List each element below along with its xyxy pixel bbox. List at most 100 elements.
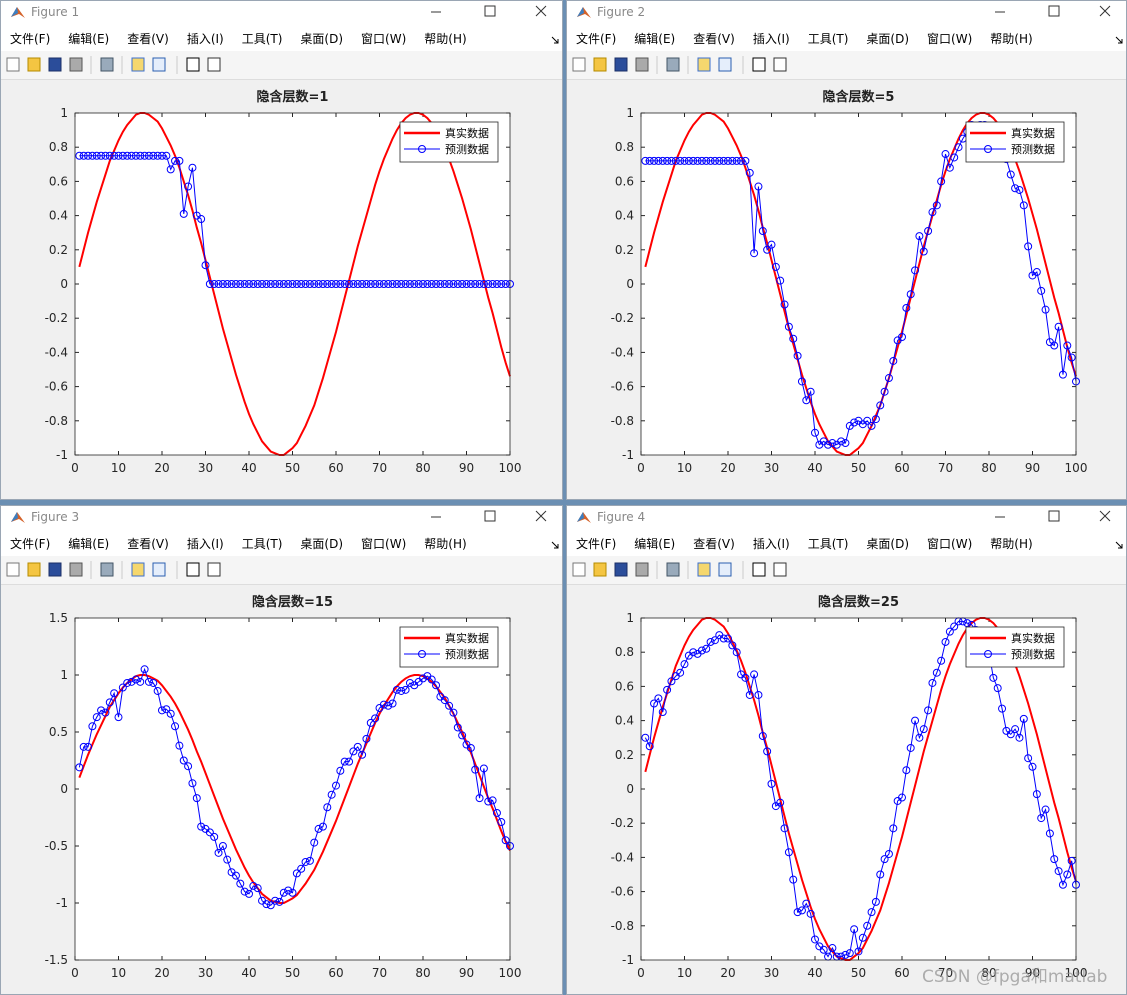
data-point xyxy=(75,151,84,160)
tool-button[interactable] xyxy=(572,57,586,72)
menu-item[interactable]: 文件(F) xyxy=(10,537,51,551)
x-tick-label: 20 xyxy=(154,966,169,980)
tool-button[interactable] xyxy=(186,57,200,72)
tool-button[interactable] xyxy=(6,57,20,72)
data-point xyxy=(101,708,110,717)
data-point xyxy=(863,921,872,930)
menu-item[interactable]: 帮助(H) xyxy=(424,537,467,551)
menu-item[interactable]: 窗口(W) xyxy=(361,32,407,46)
menu-item[interactable]: 编辑(E) xyxy=(68,537,110,551)
tool-button[interactable] xyxy=(697,57,711,72)
tool-button[interactable] xyxy=(48,562,62,577)
tool-button[interactable] xyxy=(152,57,166,72)
menu-item[interactable]: 插入(I) xyxy=(752,32,790,46)
tool-button[interactable] xyxy=(752,57,766,72)
x-tick-label: 30 xyxy=(764,461,779,475)
window-buttons xyxy=(431,5,547,17)
tool-button[interactable] xyxy=(593,562,607,577)
data-point xyxy=(650,699,659,708)
menu-item[interactable]: 文件(F) xyxy=(576,537,617,551)
maximize-button[interactable] xyxy=(484,5,496,17)
tool-button[interactable] xyxy=(48,57,62,72)
tool-button[interactable] xyxy=(614,57,628,72)
data-point xyxy=(184,762,193,771)
menu-item[interactable]: 帮助(H) xyxy=(424,32,467,46)
data-point xyxy=(114,713,123,722)
plot: 隐含层数=50 10 20 30 40 50 60 70 80 90 100-1-0.8-0.6-0… xyxy=(611,89,1088,475)
tool-button[interactable] xyxy=(773,57,787,72)
data-point xyxy=(301,280,310,288)
maximize-button[interactable] xyxy=(484,510,496,522)
tool-button[interactable] xyxy=(100,57,114,72)
menu-item[interactable]: 工具(T) xyxy=(241,537,283,551)
tool-button[interactable] xyxy=(152,562,166,577)
menu-item[interactable]: 工具(T) xyxy=(807,32,849,46)
menu-item[interactable]: 编辑(E) xyxy=(68,32,110,46)
menu-item[interactable]: 编辑(E) xyxy=(634,537,676,551)
data-point xyxy=(362,280,371,288)
close-button[interactable] xyxy=(1099,5,1111,17)
data-point xyxy=(318,280,327,288)
menu-item[interactable]: 帮助(H) xyxy=(990,537,1033,551)
data-point xyxy=(188,779,197,788)
tool-button[interactable] xyxy=(773,562,787,577)
maximize-button[interactable] xyxy=(1048,510,1060,522)
tool-button[interactable] xyxy=(614,562,628,577)
menu-item[interactable]: 文件(F) xyxy=(10,32,51,46)
tool-button[interactable] xyxy=(635,57,649,72)
menu-item[interactable]: 插入(I) xyxy=(752,537,790,551)
tool-button[interactable] xyxy=(593,57,607,72)
tool-button[interactable] xyxy=(27,57,41,72)
menu-item[interactable]: 插入(I) xyxy=(186,537,224,551)
data-point xyxy=(867,908,876,917)
menu-item[interactable]: 查看(V) xyxy=(127,537,169,551)
y-tick-label: 0.5 xyxy=(49,725,68,739)
tool-button[interactable] xyxy=(69,562,83,577)
data-point xyxy=(811,428,819,437)
data-point xyxy=(793,351,802,360)
tool-button[interactable] xyxy=(69,57,83,72)
menu-item[interactable]: 窗口(W) xyxy=(927,32,973,46)
close-button[interactable] xyxy=(535,510,547,522)
tool-button[interactable] xyxy=(718,562,732,577)
data-point xyxy=(663,685,672,694)
menu-item[interactable]: 工具(T) xyxy=(241,32,283,46)
tool-button[interactable] xyxy=(186,562,200,577)
tool-button[interactable] xyxy=(666,562,680,577)
tool-button[interactable] xyxy=(635,562,649,577)
tool-button[interactable] xyxy=(666,57,680,72)
close-button[interactable] xyxy=(1099,510,1111,522)
tool-button[interactable] xyxy=(6,562,20,577)
maximize-button[interactable] xyxy=(1048,5,1060,17)
tool-button[interactable] xyxy=(131,57,145,72)
tool-button[interactable] xyxy=(718,57,732,72)
menu-item[interactable]: 窗口(W) xyxy=(927,537,973,551)
tool-button[interactable] xyxy=(27,562,41,577)
menu-item[interactable]: 桌面(D) xyxy=(866,537,910,551)
menu-item[interactable]: 工具(T) xyxy=(807,537,849,551)
menu-item[interactable]: 桌面(D) xyxy=(300,32,344,46)
data-point xyxy=(166,165,175,174)
y-tick-label: 1 xyxy=(60,106,68,120)
menu-item[interactable]: 文件(F) xyxy=(576,32,617,46)
y-tick-label: -1 xyxy=(56,896,68,910)
menu-item[interactable]: 插入(I) xyxy=(186,32,224,46)
menu-item[interactable]: 窗口(W) xyxy=(361,537,407,551)
menu-bar: 文件(F) 编辑(E) 查看(V) 插入(I) 工具(T) 桌面(D) 窗口(W) 帮助(H) xyxy=(567,532,1126,556)
menu-item[interactable]: 查看(V) xyxy=(693,537,735,551)
menu-item[interactable]: 帮助(H) xyxy=(990,32,1033,46)
menu-item[interactable]: 编辑(E) xyxy=(634,32,676,46)
y-tick-label: -1 xyxy=(622,953,634,967)
tool-button[interactable] xyxy=(697,562,711,577)
menu-item[interactable]: 桌面(D) xyxy=(866,32,910,46)
menu-item[interactable]: 桌面(D) xyxy=(300,537,344,551)
tool-button[interactable] xyxy=(131,562,145,577)
tool-button[interactable] xyxy=(207,57,221,72)
close-button[interactable] xyxy=(535,5,547,17)
tool-button[interactable] xyxy=(100,562,114,577)
tool-button[interactable] xyxy=(207,562,221,577)
menu-item[interactable]: 查看(V) xyxy=(693,32,735,46)
tool-button[interactable] xyxy=(572,562,586,577)
tool-button[interactable] xyxy=(752,562,766,577)
menu-item[interactable]: 查看(V) xyxy=(127,32,169,46)
